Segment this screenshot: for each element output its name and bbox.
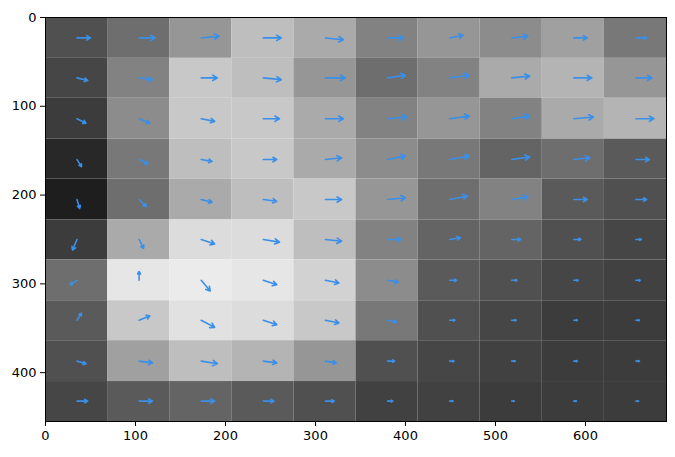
svg-text:400: 400 xyxy=(393,428,418,443)
svg-text:0: 0 xyxy=(41,428,49,443)
svg-text:100: 100 xyxy=(12,98,37,113)
svg-text:100: 100 xyxy=(123,428,148,443)
svg-text:500: 500 xyxy=(483,428,508,443)
svg-text:200: 200 xyxy=(12,187,37,202)
svg-text:0: 0 xyxy=(28,10,36,25)
svg-text:300: 300 xyxy=(12,276,37,291)
svg-text:400: 400 xyxy=(12,365,37,380)
svg-text:200: 200 xyxy=(213,428,238,443)
svg-text:600: 600 xyxy=(573,428,598,443)
svg-text:300: 300 xyxy=(303,428,328,443)
